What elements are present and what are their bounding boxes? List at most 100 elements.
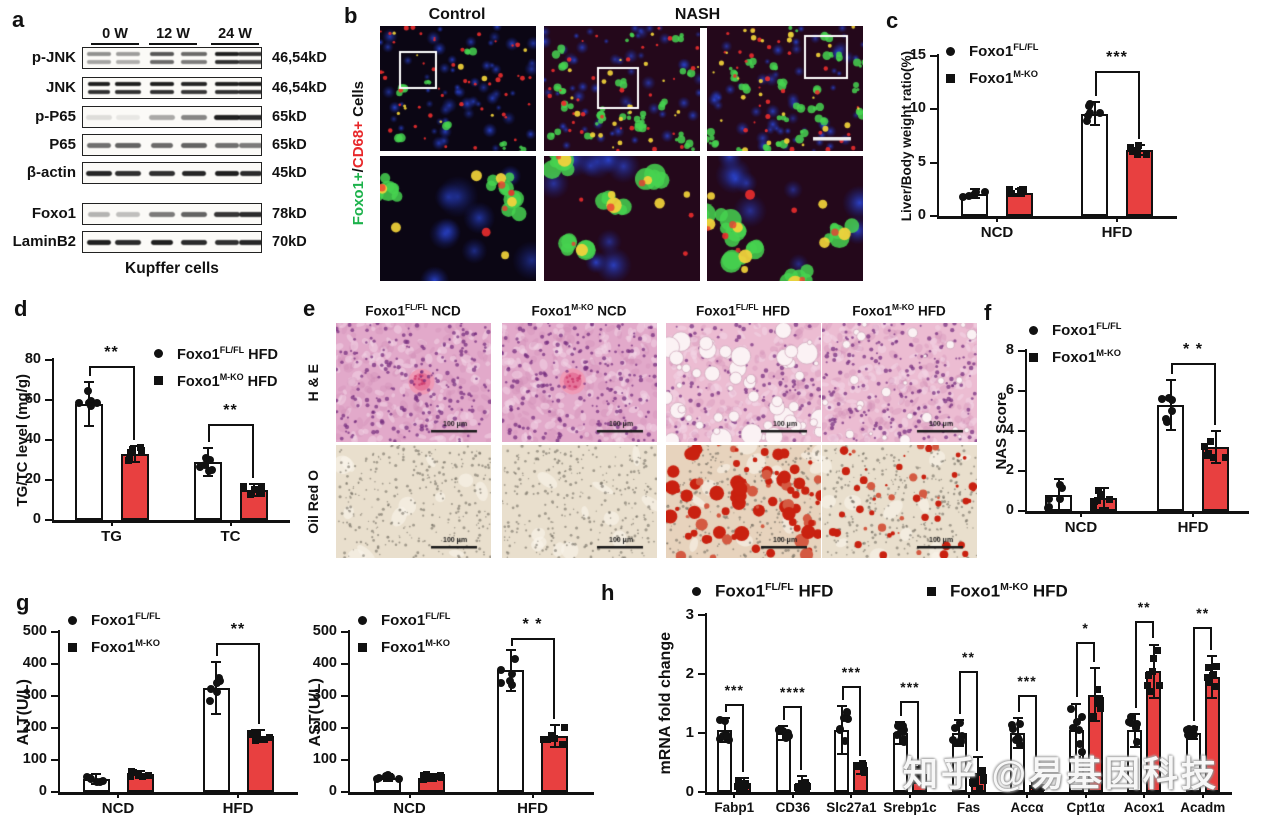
error-cap (1071, 755, 1082, 758)
y-tick (51, 759, 58, 761)
category-label: NCD (101, 800, 135, 817)
sig-bracket-drop (1193, 626, 1196, 722)
data-point (1073, 717, 1082, 726)
y-tick-label: 500 (312, 623, 337, 639)
legend-square-marker (68, 642, 77, 652)
data-point (1084, 102, 1093, 111)
data-point (1204, 663, 1212, 671)
category-label: Acadm (1180, 800, 1226, 815)
data-point (247, 491, 255, 499)
legend-label: Foxo1M-KO (381, 638, 450, 656)
significance-label: *** (1106, 48, 1128, 66)
protein-band (116, 59, 140, 64)
data-point (723, 731, 732, 740)
x-tick (110, 520, 113, 526)
sig-bracket-drop (1170, 363, 1173, 374)
significance-label: *** (900, 678, 920, 695)
x-axis (937, 216, 1177, 219)
sig-bracket-drop (959, 671, 961, 715)
tg-tc-level-chart: TG/TC level (mg/g) 0 20 40 60 80 TG TC ** ** Foxo1… (8, 295, 300, 571)
y-tick-label: 10 (909, 100, 926, 117)
y-tick (45, 519, 52, 521)
data-point (955, 719, 964, 728)
error-cap (426, 772, 437, 775)
sig-bracket (1134, 620, 1154, 623)
x-tick (791, 792, 794, 798)
error-cap (973, 791, 983, 793)
sig-bracket-drop (1210, 626, 1213, 651)
sig-bracket (783, 706, 803, 709)
data-point (740, 779, 748, 787)
sig-bracket-drop (510, 638, 513, 647)
error-cap (83, 425, 94, 427)
sig-bracket (900, 700, 920, 703)
blot-image (82, 231, 262, 253)
data-point (1126, 143, 1134, 151)
data-point (1018, 186, 1026, 194)
y-axis (52, 358, 54, 520)
data-point (839, 713, 848, 722)
data-point (802, 782, 810, 790)
panel-h-label: h (601, 580, 615, 605)
data-point (74, 398, 83, 407)
mrna-fold-change-chart: mRNA fold change 0 1 2 3 Fabp1 CD36 Slc27a1 Sreb… (592, 575, 1268, 825)
sig-bracket (510, 638, 555, 641)
data-point (912, 774, 920, 782)
error-cap (1012, 717, 1023, 720)
y-tick-label: 8 (1005, 342, 1014, 358)
y-tick (930, 55, 937, 57)
y-tick-label: 1 (685, 724, 694, 741)
protein-band (180, 115, 208, 120)
protein-band (87, 89, 111, 94)
y-tick-label: 300 (312, 687, 337, 703)
panel-b-immunofluorescence: b Control NASH Foxo1+/CD68+ Cells (340, 0, 888, 290)
data-point (1045, 494, 1054, 503)
x-tick (1026, 792, 1029, 798)
error-bar (1016, 718, 1019, 748)
error-cap (248, 483, 259, 485)
header-mko-hfd: Foxo1M-KO HFD (852, 302, 946, 319)
protein-band (114, 143, 142, 148)
data-point (1211, 682, 1219, 690)
sig-bracket-drop (1151, 620, 1154, 639)
data-point (213, 679, 222, 688)
x-tick (531, 792, 534, 798)
x-tick (1084, 792, 1087, 798)
blot-target-label: p-JNK (31, 49, 76, 66)
sig-bracket (88, 366, 135, 368)
data-point (251, 485, 259, 493)
protein-band (87, 81, 111, 86)
legend-item: Foxo1M-KO HFD (927, 581, 1068, 602)
protein-band (115, 89, 141, 94)
data-point (92, 398, 101, 407)
error-cap (1090, 667, 1101, 670)
he-mko-ncd (502, 323, 657, 442)
data-point (1096, 695, 1104, 703)
bar (193, 462, 222, 520)
bar (775, 733, 791, 792)
data-point (126, 448, 134, 456)
legend-circle-marker (946, 46, 955, 56)
header-flfl-ncd: Foxo1FL/FL NCD (365, 302, 461, 319)
significance-label: * * (1183, 341, 1203, 358)
data-point (98, 776, 107, 785)
protein-band (87, 51, 111, 56)
row-label-foxo1-cd68-cells: Foxo1+/CD68+ Cells (349, 81, 367, 226)
significance-label: ** (1196, 604, 1210, 621)
y-axis (58, 630, 60, 792)
significance-label: * * (522, 616, 543, 634)
y-tick-label: 80 (24, 351, 41, 367)
oro-mko-hfd (822, 445, 977, 558)
data-point (1134, 150, 1142, 158)
panel-b-label: b (344, 3, 358, 28)
blot-image (82, 77, 262, 99)
error-cap (1053, 510, 1064, 512)
sig-bracket (1094, 70, 1140, 73)
error-cap (1098, 507, 1109, 509)
protein-band (115, 240, 141, 245)
data-point (240, 483, 248, 491)
panel-f-label: f (984, 300, 992, 325)
significance-label: *** (1017, 672, 1037, 689)
data-point (1008, 720, 1017, 729)
